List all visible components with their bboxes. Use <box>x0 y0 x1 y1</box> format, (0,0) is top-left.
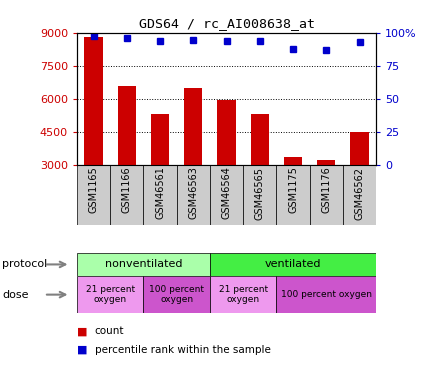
Text: GSM1166: GSM1166 <box>122 167 132 213</box>
Text: percentile rank within the sample: percentile rank within the sample <box>95 344 271 355</box>
Bar <box>210 253 376 276</box>
Bar <box>177 165 210 225</box>
Bar <box>184 88 202 165</box>
Text: GSM46561: GSM46561 <box>155 167 165 219</box>
Title: GDS64 / rc_AI008638_at: GDS64 / rc_AI008638_at <box>139 17 315 30</box>
Bar <box>77 253 210 276</box>
Bar <box>84 37 103 165</box>
Bar <box>210 276 276 313</box>
Bar <box>251 114 269 165</box>
Text: GSM46563: GSM46563 <box>188 167 198 219</box>
Text: ventilated: ventilated <box>265 259 321 269</box>
Bar <box>143 276 210 313</box>
Bar <box>217 100 236 165</box>
Bar <box>276 276 376 313</box>
Text: ■: ■ <box>77 326 88 336</box>
Bar <box>310 165 343 225</box>
Bar <box>143 165 177 225</box>
Text: 21 percent
oxygen: 21 percent oxygen <box>86 285 135 305</box>
Bar <box>343 165 376 225</box>
Bar <box>210 165 243 225</box>
Text: 21 percent
oxygen: 21 percent oxygen <box>219 285 268 305</box>
Bar <box>276 165 310 225</box>
Bar <box>151 114 169 165</box>
Text: 100 percent
oxygen: 100 percent oxygen <box>149 285 204 305</box>
Text: GSM46565: GSM46565 <box>255 167 265 220</box>
Text: GSM1176: GSM1176 <box>321 167 331 213</box>
Text: count: count <box>95 326 124 336</box>
Text: protocol: protocol <box>2 259 48 269</box>
Text: 100 percent oxygen: 100 percent oxygen <box>281 290 372 299</box>
Text: ■: ■ <box>77 344 88 355</box>
Bar <box>243 165 276 225</box>
Bar <box>317 160 335 165</box>
Bar <box>77 165 110 225</box>
Bar <box>77 276 143 313</box>
Text: nonventilated: nonventilated <box>105 259 182 269</box>
Text: GSM46564: GSM46564 <box>222 167 231 219</box>
Bar <box>284 157 302 165</box>
Bar <box>118 86 136 165</box>
Bar <box>350 132 369 165</box>
Bar <box>110 165 143 225</box>
Text: GSM1165: GSM1165 <box>88 167 99 213</box>
Text: GSM46562: GSM46562 <box>355 167 365 220</box>
Text: dose: dose <box>2 290 29 300</box>
Text: GSM1175: GSM1175 <box>288 167 298 213</box>
